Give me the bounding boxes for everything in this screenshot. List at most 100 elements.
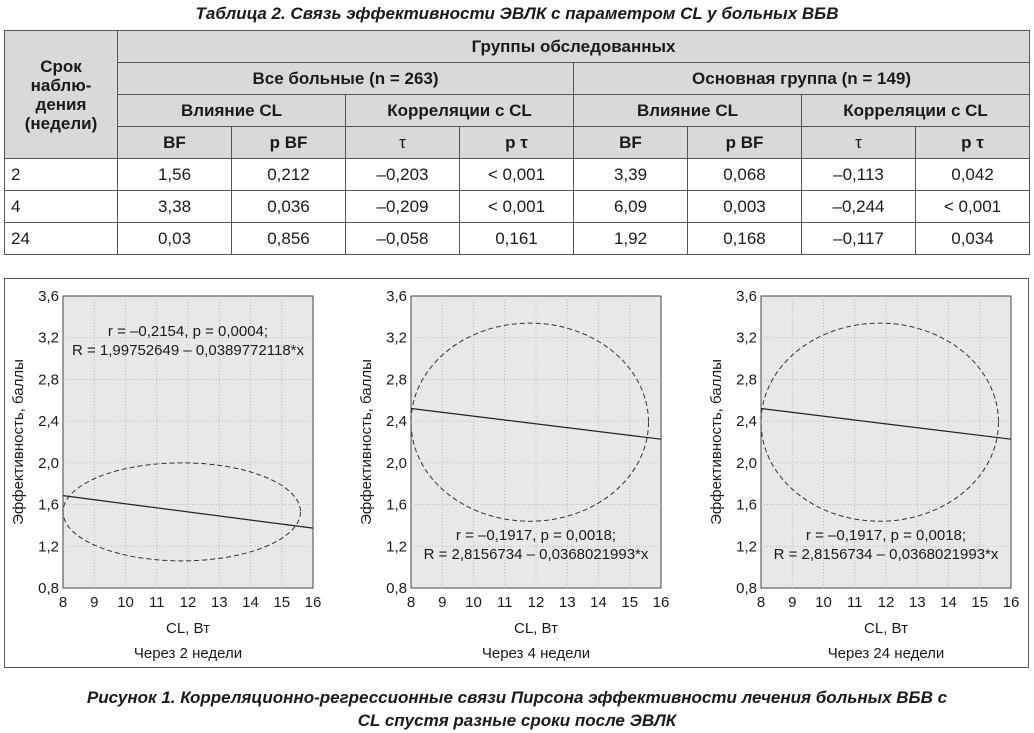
x-tick-label: 10 — [465, 594, 482, 611]
x-tick-label: 16 — [653, 594, 670, 611]
y-tick-label: 1,2 — [736, 538, 757, 555]
annotation-text: r = –0,2154, p = 0,0004; — [108, 323, 268, 340]
x-tick-label: 9 — [438, 594, 446, 611]
cell: 6,09 — [573, 190, 688, 223]
y-axis-label: Эффективность, баллы — [10, 359, 27, 525]
table-row: 24 0,03 0,856 –0,058 0,161 1,92 0,168 –0… — [4, 222, 1031, 255]
header-influence: Влияние CL — [573, 94, 802, 127]
cell: –0,203 — [345, 158, 460, 191]
regression-line — [62, 495, 314, 529]
figure-caption: Рисунок 1. Корреляционно-регрессионные с… — [0, 686, 1034, 732]
cell: 0,161 — [459, 222, 574, 255]
x-axis-label: CL, Вт — [864, 620, 908, 637]
cell: 0,042 — [914, 158, 1031, 191]
x-axis-label: CL, Вт — [166, 620, 210, 637]
subheader-bf: BF — [117, 126, 232, 159]
regression-line — [760, 407, 1012, 440]
y-tick-label: 3,6 — [38, 288, 59, 305]
figure-box: 8 9 10 11 12 13 14 15 16 0,8 1,2 1,6 2,0 2,4 2,8 3,2 3,6… — [4, 278, 1029, 668]
y-tick-label: 0,8 — [736, 580, 757, 597]
cell: 3,38 — [117, 190, 232, 223]
y-tick-label: 2,8 — [38, 371, 59, 388]
y-tick-label: 1,6 — [736, 497, 757, 514]
cell: 0,036 — [231, 190, 346, 223]
y-tick-label: 2,4 — [386, 413, 407, 430]
header-group-all: Все больные (n = 263) — [117, 62, 574, 95]
y-tick-label: 3,6 — [386, 288, 407, 305]
subheader-tau: τ — [345, 126, 460, 159]
x-tick-label: 8 — [407, 594, 415, 611]
cell: –0,244 — [801, 190, 916, 223]
y-tick-label: 1,6 — [38, 497, 59, 514]
confidence-ellipse — [410, 322, 649, 522]
results-table: Срок наблю-дения (недели) Группы обследо… — [4, 30, 1031, 255]
figure-caption-line: CL спустя разные сроки после ЭВЛК — [357, 711, 677, 730]
x-tick-label: 11 — [847, 594, 863, 611]
x-tick-label: 15 — [273, 594, 290, 611]
x-tick-label: 15 — [971, 594, 988, 611]
x-tick-label: 9 — [90, 594, 98, 611]
cell: 0,168 — [687, 222, 802, 255]
charts-svg: 8 9 10 11 12 13 14 15 16 0,8 1,2 1,6 2,0 2,4 2,8 3,2 3,6… — [10, 288, 1020, 662]
cell-week: 2 — [4, 158, 118, 191]
cell: < 0,001 — [914, 190, 1031, 223]
cell: 0,03 — [117, 222, 232, 255]
x-tick-label: 10 — [117, 594, 134, 611]
x-tick-label: 11 — [497, 594, 513, 611]
cell: –0,058 — [345, 222, 460, 255]
panel-title: Через 24 недели — [828, 645, 945, 662]
cell: 0,034 — [914, 222, 1031, 255]
x-tick-label: 13 — [559, 594, 576, 611]
annotation-text: R = 2,8156734 – 0,0368021993*x — [424, 546, 649, 563]
y-tick-label: 3,2 — [386, 330, 407, 347]
cell-week: 4 — [4, 190, 118, 223]
x-tick-label: 13 — [211, 594, 228, 611]
subheader-ptau: p τ — [914, 126, 1031, 159]
x-tick-label: 8 — [59, 594, 67, 611]
plot-area — [410, 295, 662, 589]
cell: 1,92 — [573, 222, 688, 255]
confidence-ellipse — [760, 322, 999, 522]
annotation-text: r = –0,1917, p = 0,0018; — [806, 527, 966, 544]
header-groups: Группы обследованных — [116, 30, 1031, 63]
plot-area — [760, 295, 1012, 589]
y-tick-label: 1,6 — [386, 497, 407, 514]
x-tick-label: 9 — [788, 594, 796, 611]
y-tick-label: 2,4 — [38, 413, 59, 430]
y-tick-label: 2,0 — [38, 455, 59, 472]
x-tick-label: 14 — [242, 594, 259, 611]
table-row: 2 1,56 0,212 –0,203 < 0,001 3,39 0,068 –… — [4, 158, 1031, 191]
regression-line — [410, 407, 662, 440]
x-tick-label: 10 — [815, 594, 832, 611]
cell: 1,56 — [117, 158, 232, 191]
cell: 0,003 — [687, 190, 802, 223]
x-axis-label: CL, Вт — [514, 620, 558, 637]
confidence-ellipse — [62, 462, 301, 562]
x-tick-label: 14 — [590, 594, 607, 611]
header-influence: Влияние CL — [117, 94, 346, 127]
table-row: 4 3,38 0,036 –0,209 < 0,001 6,09 0,003 –… — [4, 190, 1031, 223]
x-tick-label: 15 — [621, 594, 638, 611]
y-tick-label: 2,4 — [736, 413, 757, 430]
subheader-bf: BF — [573, 126, 688, 159]
subheader-tau: τ — [801, 126, 916, 159]
panel-title: Через 2 недели — [134, 645, 242, 662]
y-axis-label: Эффективность, баллы — [708, 359, 725, 525]
x-tick-label: 8 — [757, 594, 765, 611]
y-tick-label: 2,8 — [386, 371, 407, 388]
y-tick-label: 3,2 — [736, 330, 757, 347]
header-period: Срок наблю-дения (недели) — [4, 30, 118, 159]
cell: –0,113 — [801, 158, 916, 191]
x-tick-label: 12 — [528, 594, 545, 611]
x-tick-label: 14 — [940, 594, 957, 611]
cell: –0,117 — [801, 222, 916, 255]
x-tick-label: 16 — [1003, 594, 1020, 611]
cell: < 0,001 — [459, 190, 574, 223]
y-tick-label: 2,0 — [736, 455, 757, 472]
y-tick-label: 3,2 — [38, 330, 59, 347]
annotation-text: R = 1,99752649 – 0,0389772118*x — [72, 342, 305, 359]
x-tick-label: 12 — [878, 594, 895, 611]
annotation-text: r = –0,1917, p = 0,0018; — [456, 527, 616, 544]
header-correlation: Корреляции с CL — [800, 94, 1031, 127]
figure-caption-line: Рисунок 1. Корреляционно-регрессионные с… — [86, 688, 948, 707]
